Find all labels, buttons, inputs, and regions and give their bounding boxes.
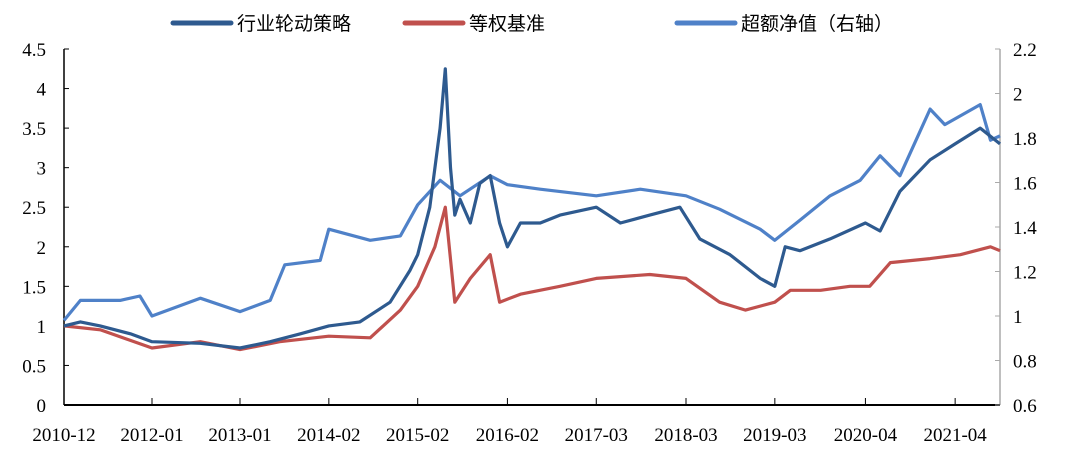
x-tick-label: 2012-01 (120, 425, 183, 446)
x-tick-label: 2016-02 (476, 425, 539, 446)
y2-tick-label: 1 (1013, 307, 1023, 328)
x-tick-label: 2018-03 (654, 425, 717, 446)
y-tick-label: 3.5 (22, 119, 46, 140)
legend: 行业轮动策略 等权基准 超额净值（右轴） (170, 13, 893, 35)
y-tick-label: 2 (37, 238, 47, 259)
y2-tick-label: 1.4 (1013, 218, 1037, 239)
y-tick-label: 2.5 (22, 198, 46, 219)
series-line-left (63, 67, 1001, 350)
y-tick-label: 3 (37, 159, 47, 180)
x-tick-label: 2015-02 (386, 425, 449, 446)
x-tick-label: 2020-04 (834, 425, 898, 446)
y2-tick-label: 2.2 (1013, 40, 1037, 61)
y2-tick-label: 0.8 (1013, 352, 1037, 373)
y-tick-label: 4 (37, 80, 47, 101)
y2-tick-label: 1.8 (1013, 129, 1037, 150)
y2-tick-label: 0.6 (1013, 396, 1037, 417)
y-tick-label: 0 (37, 396, 47, 417)
legend-label: 行业轮动策略 (237, 13, 351, 35)
x-tick-label: 2010-12 (32, 425, 95, 446)
x-tick-label: 2021-04 (923, 425, 987, 446)
y-tick-label: 1.5 (22, 277, 46, 298)
y2-tick-label: 1.6 (1013, 174, 1037, 195)
y2-tick-label: 1.2 (1013, 263, 1037, 284)
legend-label: 等权基准 (469, 13, 545, 35)
x-tick-label: 2019-03 (743, 425, 806, 446)
series-line-right (62, 102, 1001, 322)
legend-label: 超额净值（右轴） (741, 13, 893, 35)
y2-tick-label: 2 (1013, 85, 1023, 106)
y-tick-label: 1 (37, 317, 47, 338)
y-tick-label: 4.5 (22, 40, 46, 61)
x-tick-label: 2013-01 (208, 425, 271, 446)
y-tick-label: 0.5 (22, 356, 46, 377)
series-lines (62, 67, 1001, 352)
series-line-left (63, 205, 1001, 352)
x-tick-label: 2014-02 (297, 425, 360, 446)
x-tick-label: 2017-03 (565, 425, 628, 446)
